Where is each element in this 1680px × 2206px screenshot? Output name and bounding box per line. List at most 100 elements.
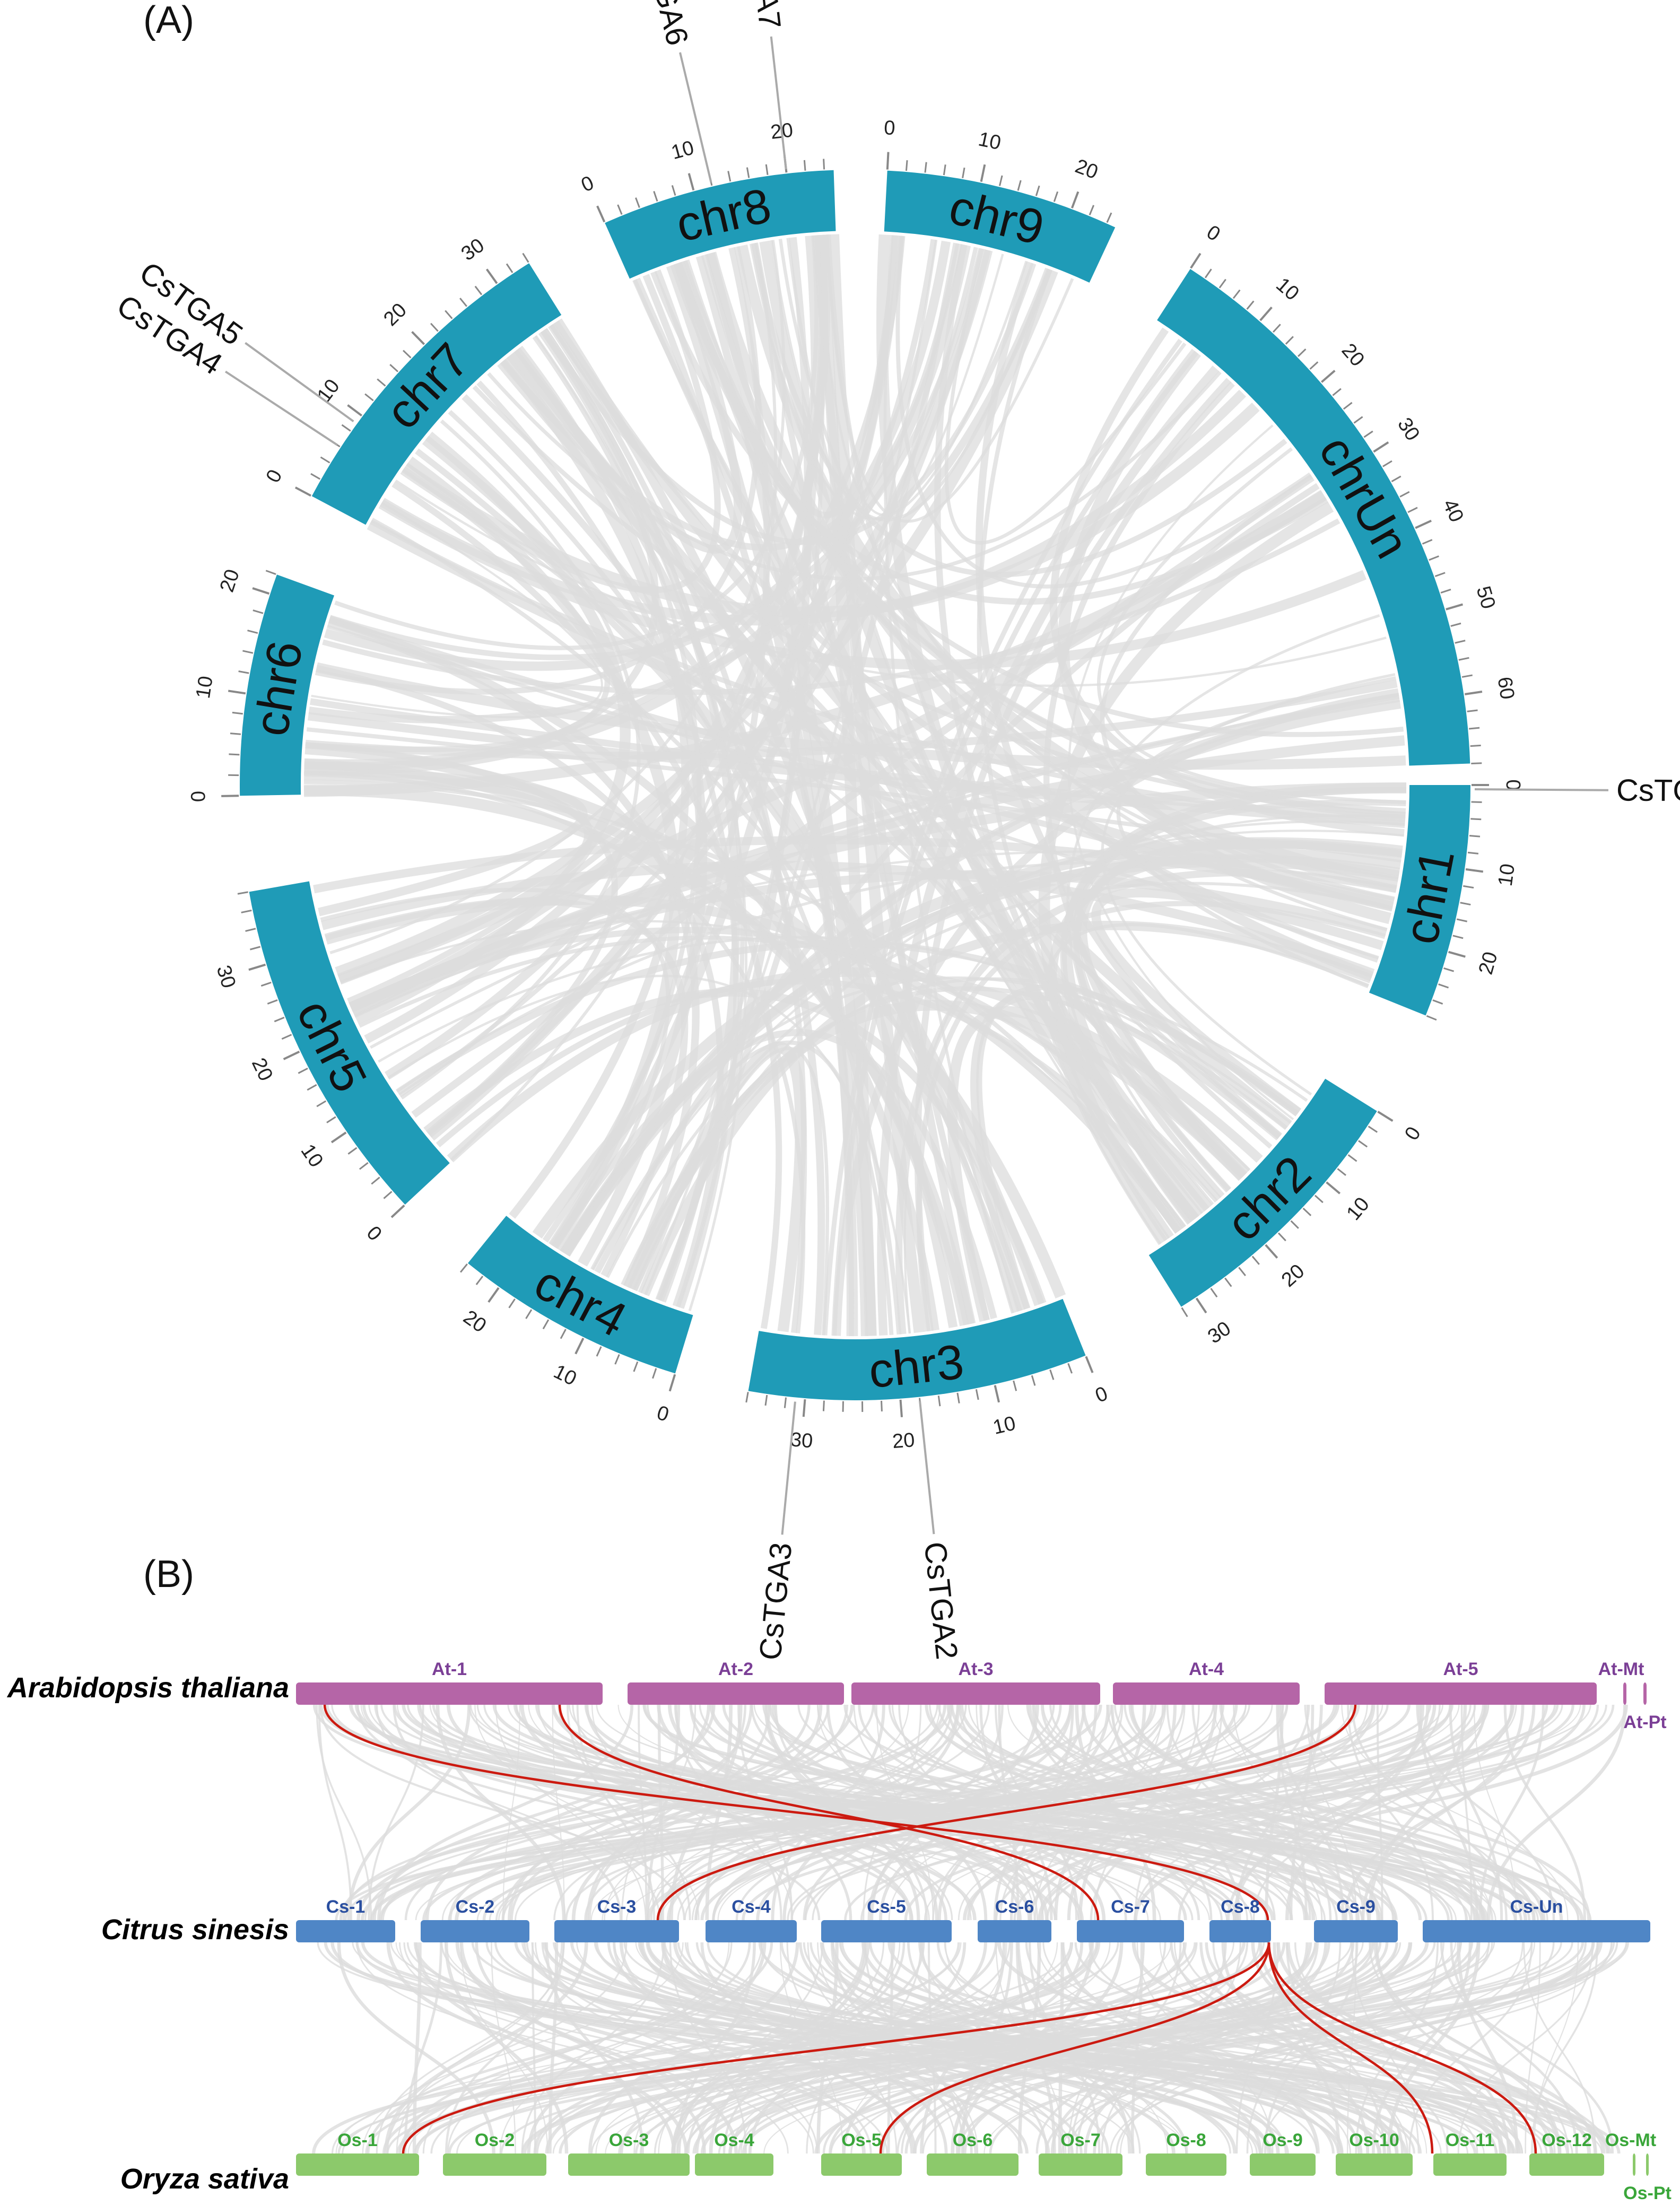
tga-synteny-link xyxy=(323,1704,1269,1921)
tick-mark xyxy=(1470,744,1481,747)
chromosome-bar-cs-3 xyxy=(554,1920,679,1942)
synteny-link xyxy=(907,1942,1135,2154)
tick-mark xyxy=(1232,289,1241,299)
tick-mark xyxy=(1456,918,1467,922)
synteny-link xyxy=(545,1942,644,2154)
tick-mark xyxy=(1343,402,1353,410)
synteny-link xyxy=(1094,1704,1200,1921)
tick-mark xyxy=(1382,460,1392,467)
synteny-link xyxy=(825,234,1074,523)
synteny-link xyxy=(316,1704,372,1921)
synteny-link xyxy=(362,1704,1057,1921)
tick-mark xyxy=(614,1354,620,1365)
tick-mark xyxy=(248,963,266,971)
tick-mark xyxy=(1035,185,1040,196)
tick-mark xyxy=(1368,1126,1378,1133)
gene-marker-CsTGA7: CsTGA7 xyxy=(740,0,787,170)
tick-mark xyxy=(359,1162,369,1170)
tick-label: 20 xyxy=(1475,949,1502,977)
tick-mark xyxy=(1332,388,1342,396)
tick-mark xyxy=(475,1276,484,1285)
tick-mark xyxy=(1067,1363,1073,1374)
gene-label: CsTGA6 xyxy=(634,0,695,49)
tick-mark xyxy=(617,204,623,215)
chromosome-label-at-1: At-1 xyxy=(432,1659,467,1679)
tick-mark xyxy=(1450,622,1461,627)
chromosome-bar-at-1 xyxy=(296,1682,603,1705)
tick-label: 0 xyxy=(1092,1382,1111,1407)
tga-synteny-link xyxy=(879,1942,1270,2154)
synteny-link xyxy=(695,1942,1415,2154)
synteny-link xyxy=(786,238,1195,1222)
synteny-link xyxy=(797,1704,1453,1921)
tick-mark xyxy=(727,171,732,182)
tick-mark xyxy=(560,1329,567,1339)
chromosome-label-os-11: Os-11 xyxy=(1446,2130,1495,2150)
tick-label: 10 xyxy=(1343,1193,1374,1224)
synteny-link xyxy=(303,779,1186,1228)
synteny-link xyxy=(700,1942,1481,2154)
tick-mark xyxy=(1399,491,1410,498)
tick-mark xyxy=(247,630,258,634)
chromosome-label-os-9: Os-9 xyxy=(1263,2130,1303,2150)
tick-label: 30 xyxy=(1204,1317,1234,1348)
chromosome-arc-chr6 xyxy=(239,574,335,796)
tick-mark xyxy=(1053,191,1059,202)
synteny-link xyxy=(798,1942,1188,2154)
tick-mark xyxy=(1238,1267,1246,1276)
gene-leader-line xyxy=(224,370,338,446)
tick-mark xyxy=(411,331,425,345)
synteny-link xyxy=(510,1704,849,1921)
gene-leader-line xyxy=(770,36,787,170)
synteny-link xyxy=(944,248,1187,545)
chromosome-label-os-3: Os-3 xyxy=(609,2130,649,2150)
tick-mark xyxy=(1290,1220,1299,1229)
tick-mark xyxy=(281,1034,292,1040)
tick-mark xyxy=(1463,885,1474,889)
tick-mark xyxy=(330,1131,347,1144)
synteny-link xyxy=(1486,1704,1627,1921)
tick-label: 30 xyxy=(212,963,240,991)
chromosome-bar-os-mt xyxy=(1633,2153,1635,2176)
tick-mark xyxy=(1353,416,1363,424)
synteny-link xyxy=(304,743,1066,1299)
synteny-link xyxy=(830,1942,1618,2154)
tick-mark xyxy=(1471,801,1482,803)
tick-label: 20 xyxy=(892,1429,916,1453)
tick-mark xyxy=(962,167,965,179)
tick-mark xyxy=(245,928,256,932)
synteny-link xyxy=(1450,1942,1578,2154)
tick-mark xyxy=(765,164,769,175)
synteny-link xyxy=(989,1942,1599,2154)
synteny-link xyxy=(961,1942,1013,2154)
synteny-link xyxy=(822,1942,1442,2154)
synteny-link xyxy=(376,1704,661,1921)
chromosome-bar-os-4 xyxy=(695,2153,773,2176)
synteny-link xyxy=(740,1942,1058,2154)
synteny-link xyxy=(1025,1942,1360,2154)
tick-mark xyxy=(1363,430,1373,438)
chromosome-bar-at-4 xyxy=(1113,1682,1300,1705)
tick-mark xyxy=(241,909,252,913)
tick-mark xyxy=(1432,999,1443,1005)
tick-label: 10 xyxy=(550,1361,580,1390)
chromosome-label-os-pt: Os-Pt xyxy=(1623,2183,1672,2203)
synteny-link xyxy=(356,1942,789,2154)
synteny-link xyxy=(368,1704,1161,1921)
tick-mark xyxy=(485,268,498,284)
chromosome-arc-chr4 xyxy=(467,1216,693,1374)
tick-mark xyxy=(1309,361,1319,370)
synteny-link xyxy=(499,1942,730,2154)
tick-mark xyxy=(347,1147,358,1155)
tick-mark xyxy=(316,1100,327,1108)
tick-label: 0 xyxy=(186,791,208,803)
tick-mark xyxy=(1429,555,1439,561)
synteny-link xyxy=(1261,1942,1524,2154)
synteny-link xyxy=(562,700,1402,1257)
synteny-link xyxy=(554,318,958,1328)
synteny-link xyxy=(638,1704,648,1921)
chromosome-label-cs-6: Cs-6 xyxy=(995,1897,1034,1917)
tick-mark xyxy=(784,1397,787,1408)
chromosome-label-cs-7: Cs-7 xyxy=(1111,1897,1150,1917)
